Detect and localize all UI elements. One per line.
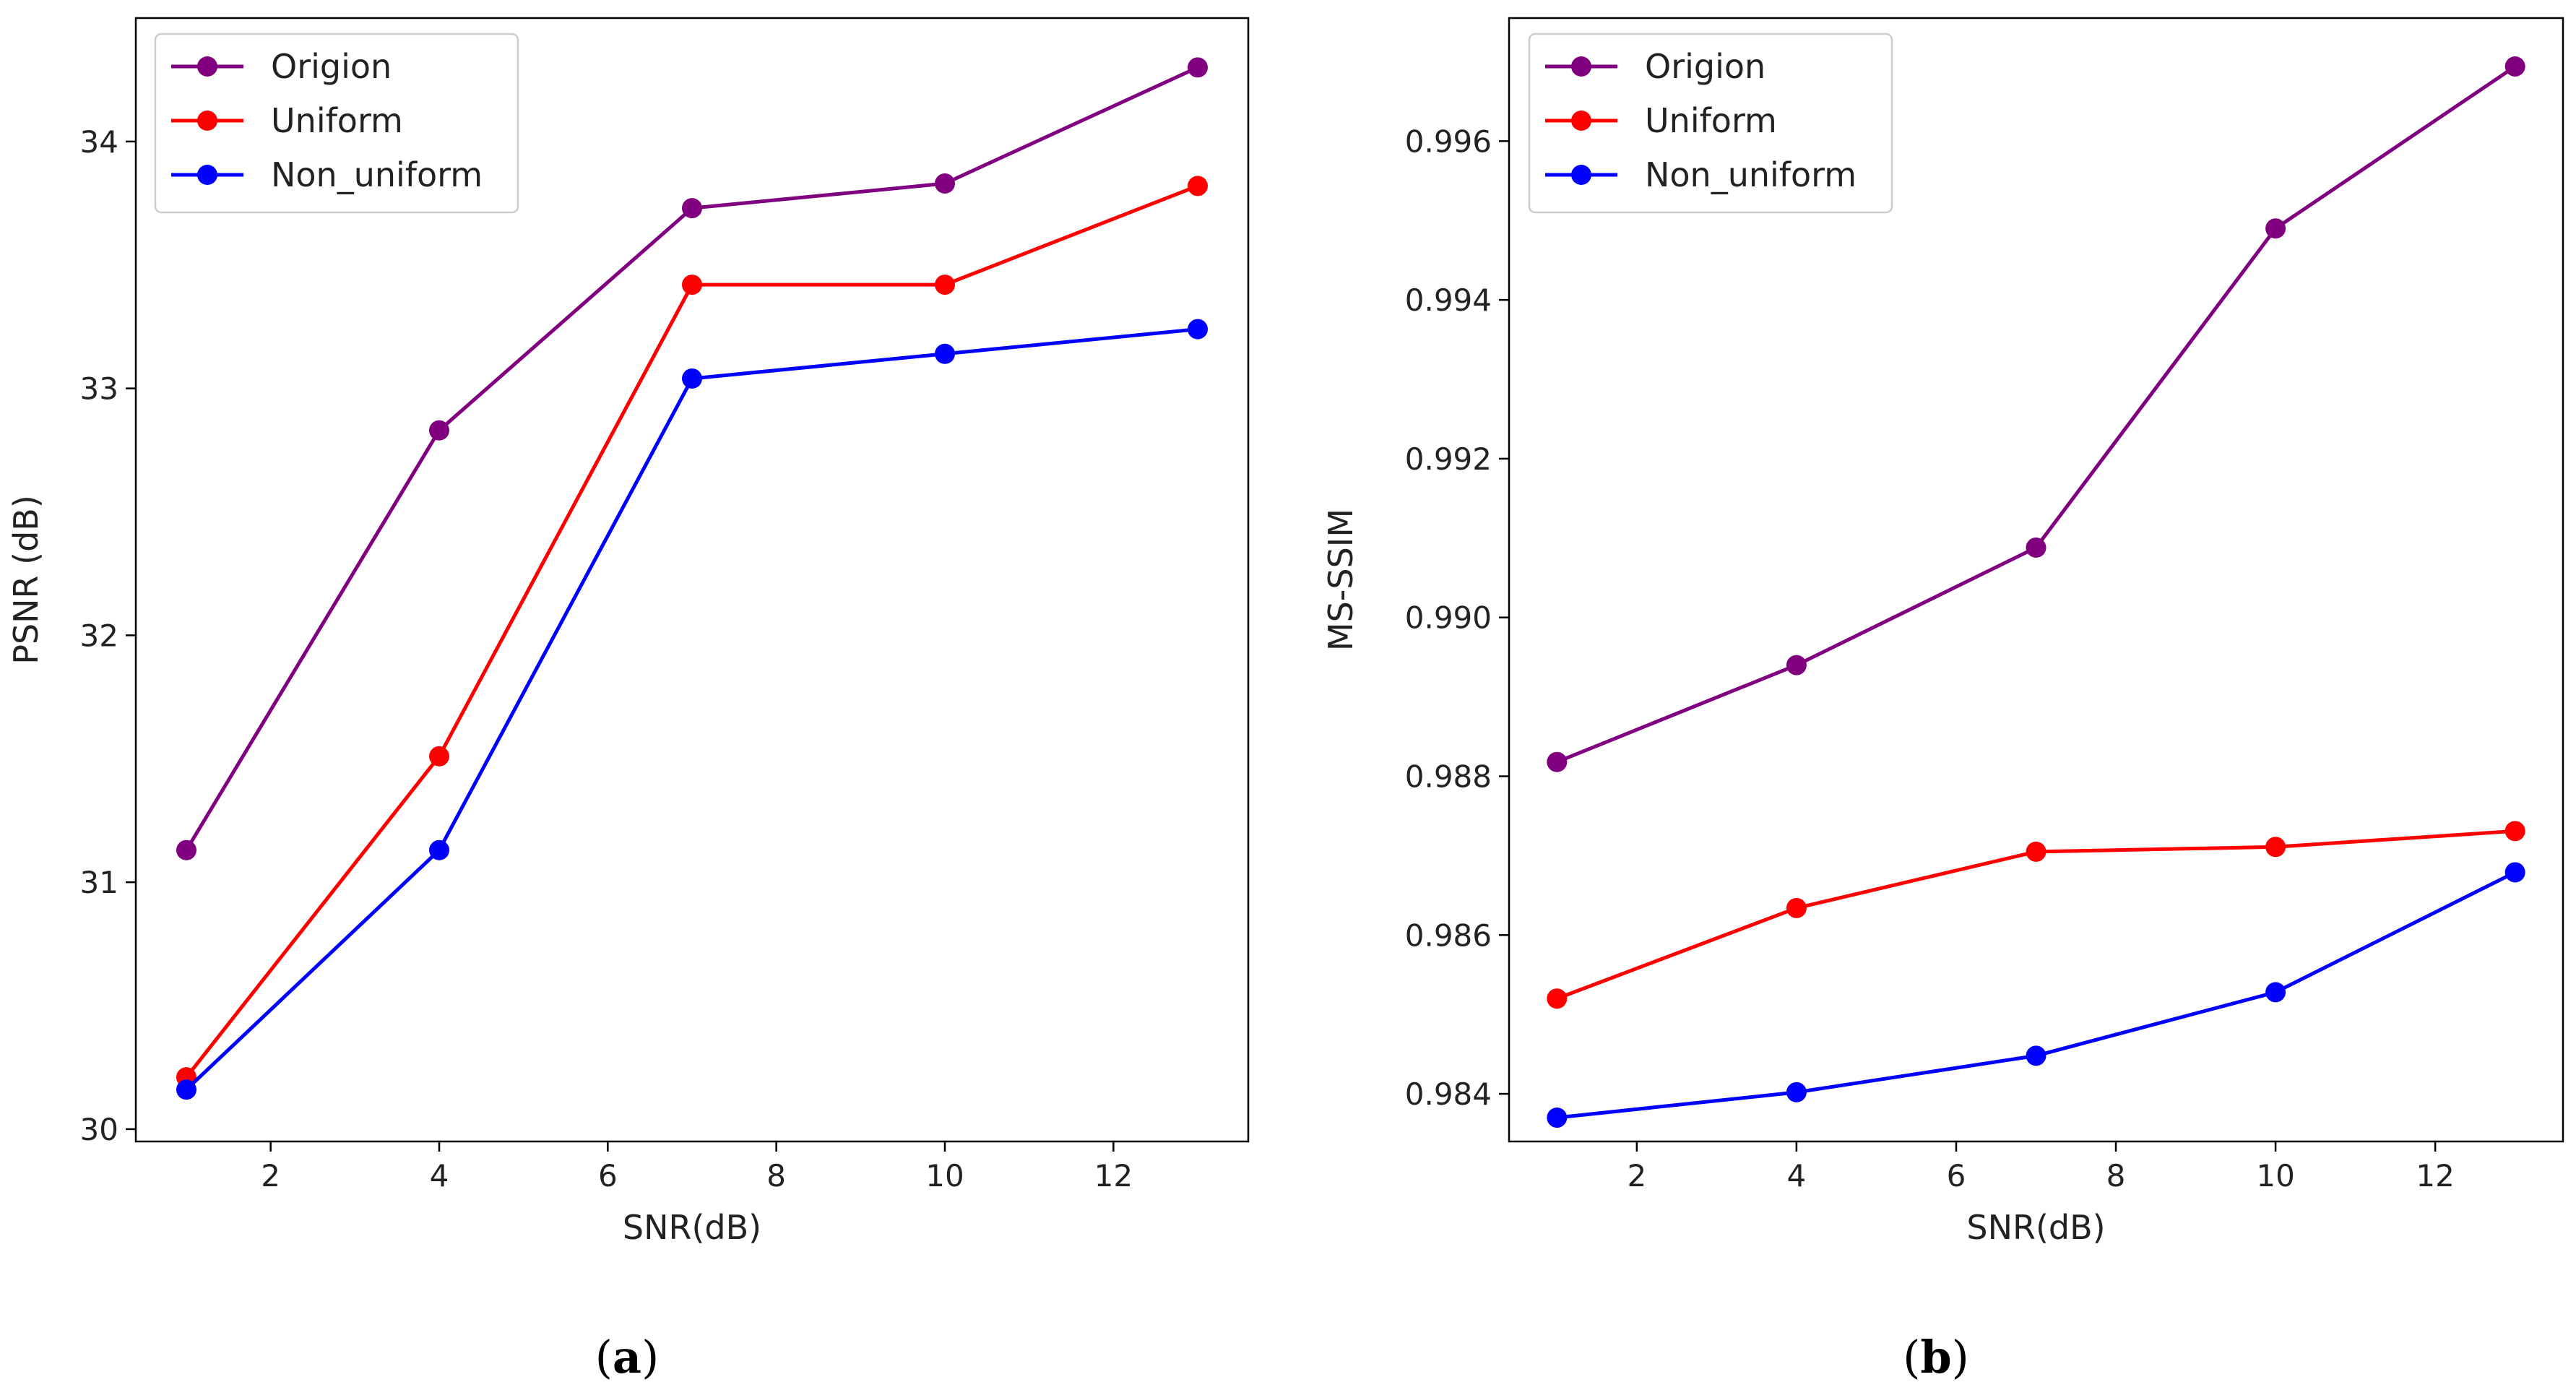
data-point xyxy=(1188,319,1208,340)
y-tick-label: 34 xyxy=(80,124,118,160)
x-tick-label: 8 xyxy=(2106,1158,2126,1193)
data-point xyxy=(682,198,702,219)
x-tick-label: 2 xyxy=(1627,1158,1646,1193)
x-tick-label: 8 xyxy=(766,1158,786,1193)
data-point xyxy=(1786,897,1807,918)
x-tick-label: 4 xyxy=(1787,1158,1807,1193)
y-tick-label: 0.984 xyxy=(1405,1076,1492,1112)
data-point xyxy=(935,275,955,295)
data-point xyxy=(935,343,955,364)
data-point xyxy=(429,420,449,441)
y-tick-label: 30 xyxy=(80,1112,118,1147)
data-point xyxy=(1188,176,1208,197)
y-axis-label: PSNR (dB) xyxy=(7,495,46,665)
data-point xyxy=(2026,1045,2046,1066)
x-tick-label: 10 xyxy=(2256,1158,2294,1193)
legend-item: Uniform xyxy=(171,101,403,140)
legend-marker xyxy=(197,111,217,131)
panel-caption-letter: b xyxy=(1920,1331,1951,1383)
data-point xyxy=(2265,837,2286,858)
y-tick-label: 0.996 xyxy=(1405,124,1492,159)
legend-label: Uniform xyxy=(271,101,403,140)
data-point xyxy=(429,839,449,860)
data-point xyxy=(1786,1082,1807,1102)
legend-marker xyxy=(197,165,217,185)
legend-item: Uniform xyxy=(1545,101,1777,140)
legend-marker xyxy=(1571,165,1591,185)
legend-label: Non_uniform xyxy=(271,155,483,194)
y-axis-label: MS-SSIM xyxy=(1321,509,1360,651)
legend: Origion Uniform Non_uniform xyxy=(1528,33,1893,214)
data-point xyxy=(2265,218,2286,239)
data-point xyxy=(2265,982,2286,1003)
x-axis-label: SNR(dB) xyxy=(623,1208,761,1247)
data-point xyxy=(1547,1108,1568,1128)
series-uniform xyxy=(176,176,1208,1088)
data-point xyxy=(1188,57,1208,78)
data-point xyxy=(682,275,702,295)
legend-marker xyxy=(1571,111,1591,131)
data-point xyxy=(2504,862,2525,883)
data-point xyxy=(1547,988,1568,1009)
series-line xyxy=(185,327,1198,1092)
data-point xyxy=(176,1079,196,1100)
chart-a: 2 4 6 8 10 12 30 31 32 33 34 SNR(dB) PSNR (dB) Origio… xyxy=(7,17,1250,1383)
data-point xyxy=(682,368,702,389)
data-point xyxy=(1547,751,1568,772)
legend-box xyxy=(1528,33,1893,214)
x-axis-label: SNR(dB) xyxy=(1966,1208,2105,1247)
legend-item: Non_uniform xyxy=(1545,155,1857,194)
series-non-uniform xyxy=(176,319,1208,1100)
y-tick-label: 0.990 xyxy=(1405,600,1492,636)
y-tick-label: 0.988 xyxy=(1405,759,1492,794)
legend-item: Origion xyxy=(171,47,392,86)
series-origion xyxy=(176,57,1208,860)
data-point xyxy=(429,746,449,767)
chart-b: 2 4 6 8 10 12 0.984 0.986 0.988 0.990 0.992 0.994 0.… xyxy=(1321,17,2564,1383)
y-tick-label: 33 xyxy=(80,371,118,407)
x-tick-label: 6 xyxy=(1947,1158,1966,1193)
series-uniform xyxy=(1547,821,2525,1009)
legend-marker xyxy=(197,56,217,77)
y-tick-label: 32 xyxy=(80,618,118,653)
y-tick-label: 0.986 xyxy=(1405,918,1492,953)
y-tick-label: 31 xyxy=(80,865,118,900)
data-point xyxy=(176,839,196,860)
legend-item: Origion xyxy=(1545,47,1765,86)
data-point xyxy=(935,173,955,194)
y-tick-label: 0.992 xyxy=(1405,441,1492,477)
legend: Origion Uniform Non_uniform xyxy=(154,33,519,214)
series-line xyxy=(1557,871,2516,1120)
x-tick-label: 4 xyxy=(430,1158,449,1193)
legend-label: Uniform xyxy=(1645,101,1777,140)
legend-marker xyxy=(1571,56,1591,77)
x-tick-label: 12 xyxy=(1094,1158,1133,1193)
axes-frame xyxy=(1508,17,2564,1143)
y-tick-label: 0.994 xyxy=(1405,282,1492,318)
legend-item: Non_uniform xyxy=(171,155,483,194)
data-point xyxy=(2026,841,2046,862)
x-tick-label: 12 xyxy=(2416,1158,2454,1193)
x-tick-label: 2 xyxy=(261,1158,280,1193)
data-point xyxy=(2504,821,2525,842)
series-non-uniform xyxy=(1547,862,2525,1128)
legend-label: Origion xyxy=(1645,47,1765,86)
panel-caption: (a) xyxy=(595,1331,660,1383)
legend-label: Non_uniform xyxy=(1645,155,1857,194)
data-point xyxy=(2026,537,2046,558)
series-origion xyxy=(1547,56,2525,772)
x-tick-label: 6 xyxy=(598,1158,618,1193)
legend-label: Origion xyxy=(271,47,392,86)
x-tick-label: 10 xyxy=(925,1158,964,1193)
data-point xyxy=(1786,655,1807,675)
axes-frame xyxy=(134,17,1250,1143)
legend-box xyxy=(154,33,519,214)
panel-caption: (b) xyxy=(1903,1331,1969,1383)
data-point xyxy=(2504,56,2525,77)
panel-caption-letter: a xyxy=(613,1331,641,1383)
